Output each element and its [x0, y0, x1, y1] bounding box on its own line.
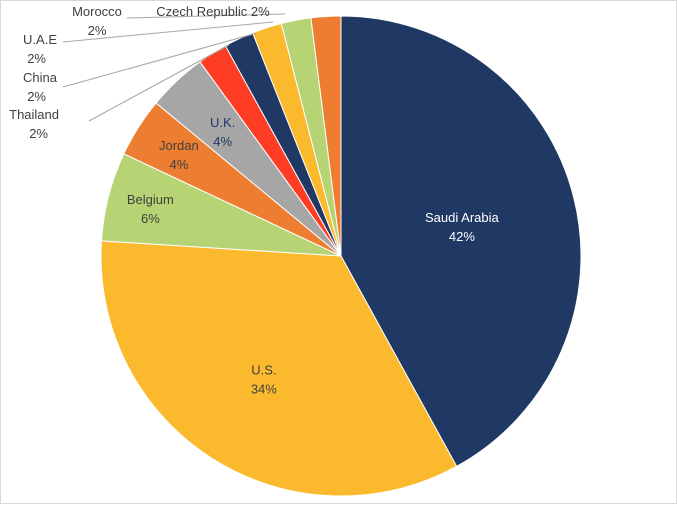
slice-label-name: Belgium [127, 192, 174, 207]
slice-label-name: Saudi Arabia [425, 210, 499, 225]
slice-label-value: 4% [213, 134, 232, 149]
leader-line-china [62, 32, 258, 88]
leader-line-u-a-e [62, 21, 274, 43]
slice-label-saudi-arabia: Saudi Arabia 42% [425, 210, 499, 244]
leader-line-thailand [88, 44, 230, 122]
slice-label-u-a-e: U.A.E 2% [23, 32, 57, 66]
leader-lines [62, 13, 286, 122]
slice-label-value: 4% [169, 157, 188, 172]
slice-label-value: 2% [29, 126, 48, 141]
slice-label-value: 2% [88, 23, 107, 38]
pie-slice-saudi-arabia [340, 15, 582, 467]
leader-line-morocco [126, 13, 286, 19]
slice-label-name: China [23, 70, 58, 85]
slice-label-u-s: U.S. 34% [251, 363, 277, 397]
slice-label-name: U.S. [251, 363, 276, 378]
slice-label-name: Morocco [72, 4, 122, 19]
slice-label-name: U.K. [210, 115, 235, 130]
slice-label-china: China 2% [23, 70, 58, 104]
slice-label-value: 2% [27, 89, 46, 104]
slice-label-name: U.A.E [23, 32, 57, 47]
slice-label-czech-republic: Czech Republic 2% [156, 4, 270, 19]
pie-slices [100, 15, 582, 497]
slice-label-value: 2% [27, 51, 46, 66]
pie-slice-czech-republic [310, 15, 342, 257]
slice-label-value: 6% [141, 211, 160, 226]
slice-label-name: Thailand [9, 107, 59, 122]
slice-label-name-value: Czech Republic 2% [156, 4, 270, 19]
pie-slice-u-s [100, 240, 458, 497]
slice-label-jordan: Jordan 4% [159, 138, 199, 172]
slice-label-morocco: Morocco 2% [72, 4, 122, 38]
slice-label-name: Jordan [159, 138, 199, 153]
slice-label-value: 42% [449, 229, 475, 244]
slice-label-thailand: Thailand 2% [9, 107, 59, 141]
slice-label-belgium: Belgium 6% [127, 192, 174, 226]
slice-label-u-k: U.K. 4% [210, 115, 235, 149]
slice-labels: Saudi Arabia 42%U.S. 34%Belgium 6%Jordan 4%U… [9, 4, 499, 397]
slice-label-value: 34% [251, 382, 277, 397]
